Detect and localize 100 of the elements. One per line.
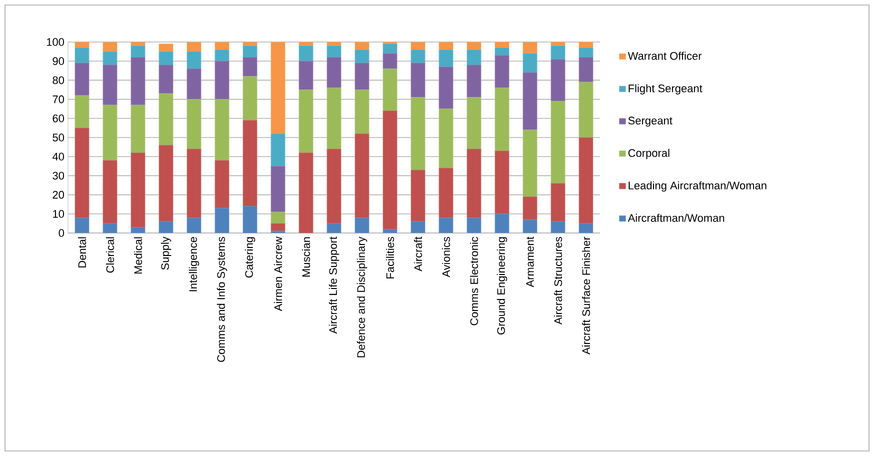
bar xyxy=(102,64,118,106)
bar xyxy=(242,42,258,46)
bar xyxy=(410,49,426,64)
bar xyxy=(494,55,510,88)
x-tick-label: Dental xyxy=(78,237,86,268)
bar xyxy=(270,166,286,212)
bar xyxy=(74,48,90,64)
bar xyxy=(522,196,538,220)
bar xyxy=(158,144,174,222)
bar xyxy=(158,221,174,233)
x-tick-label: Facilities xyxy=(386,236,394,278)
bar xyxy=(102,223,118,233)
bar xyxy=(550,183,566,222)
bar xyxy=(214,42,230,50)
bar xyxy=(466,49,482,66)
bar xyxy=(74,42,90,48)
bar xyxy=(158,44,174,52)
bar xyxy=(74,62,90,96)
y-tick-label: 90 xyxy=(52,57,64,65)
bar xyxy=(354,62,370,90)
bar xyxy=(550,42,566,46)
bar xyxy=(242,46,258,58)
bar xyxy=(214,49,230,62)
bar xyxy=(410,170,426,222)
bar xyxy=(298,90,314,153)
legend-label: Corporal xyxy=(628,148,670,160)
bar xyxy=(354,42,370,50)
bar xyxy=(354,49,370,64)
bar xyxy=(578,57,594,82)
bar xyxy=(130,46,146,58)
x-tick-label: Comms Electronic xyxy=(470,236,478,326)
bar xyxy=(214,160,230,208)
bar xyxy=(522,53,538,73)
bar xyxy=(186,218,202,233)
bar xyxy=(158,64,174,94)
bar xyxy=(466,42,482,50)
y-tick-label: 70 xyxy=(52,95,64,104)
bar xyxy=(494,150,510,214)
bar xyxy=(270,212,286,224)
bar xyxy=(382,44,398,54)
bar xyxy=(130,42,146,46)
bar xyxy=(550,221,566,233)
bar xyxy=(102,160,118,224)
bar xyxy=(410,221,426,233)
bar xyxy=(102,42,118,52)
bar xyxy=(186,42,202,52)
y-tick-label: 50 xyxy=(52,134,64,142)
bar xyxy=(578,223,594,233)
bar xyxy=(186,51,202,69)
bar xyxy=(326,88,342,150)
x-tick-label: Aircraft Structures xyxy=(554,236,562,325)
bar xyxy=(242,76,258,121)
bar xyxy=(158,51,174,66)
x-tick-label: Aircraft xyxy=(414,236,422,272)
x-tick-label: Ground Engineering xyxy=(496,237,508,334)
bar xyxy=(438,108,454,168)
y-tick-label: 10 xyxy=(53,210,64,218)
bar xyxy=(410,62,426,98)
bar xyxy=(214,208,230,233)
y-tick-label: 30 xyxy=(52,172,64,180)
bar xyxy=(382,68,398,111)
bar xyxy=(494,48,510,56)
y-tick-label: 0 xyxy=(58,229,64,237)
bar xyxy=(102,104,118,161)
bar xyxy=(410,42,426,50)
bar xyxy=(270,42,286,134)
bar xyxy=(270,133,286,166)
bar xyxy=(214,99,230,161)
bar xyxy=(494,214,510,233)
bar xyxy=(522,42,538,54)
bar xyxy=(550,58,566,102)
legend-label: Sergeant xyxy=(628,116,672,127)
bar xyxy=(522,219,538,233)
bar xyxy=(74,218,90,233)
bar xyxy=(382,53,398,69)
bar xyxy=(158,93,174,146)
x-tick-label: Clerical xyxy=(106,237,114,273)
x-tick-label: Avionics xyxy=(442,236,450,278)
bar xyxy=(130,152,146,228)
bar xyxy=(214,60,230,100)
bar xyxy=(242,206,258,233)
bar xyxy=(326,46,342,58)
x-tick-label: Catering xyxy=(244,237,256,278)
bar xyxy=(298,60,314,90)
y-tick-label: 100 xyxy=(46,38,64,46)
bar xyxy=(326,223,342,233)
bar xyxy=(410,97,426,170)
bar xyxy=(102,51,118,66)
bar xyxy=(382,228,398,233)
legend-label: Warrant Officer xyxy=(628,52,702,60)
x-tick-label: Intelligence xyxy=(188,237,200,292)
bar xyxy=(270,223,286,232)
bar xyxy=(466,97,482,150)
bar xyxy=(578,82,594,138)
bar xyxy=(466,148,482,218)
bar xyxy=(354,218,370,233)
bar xyxy=(550,46,566,60)
x-tick-label: Muscian xyxy=(302,237,310,277)
x-tick-label: Comms and Info Systems xyxy=(216,236,228,362)
legend-label: Leading Aircraftman/Woman xyxy=(628,181,766,192)
